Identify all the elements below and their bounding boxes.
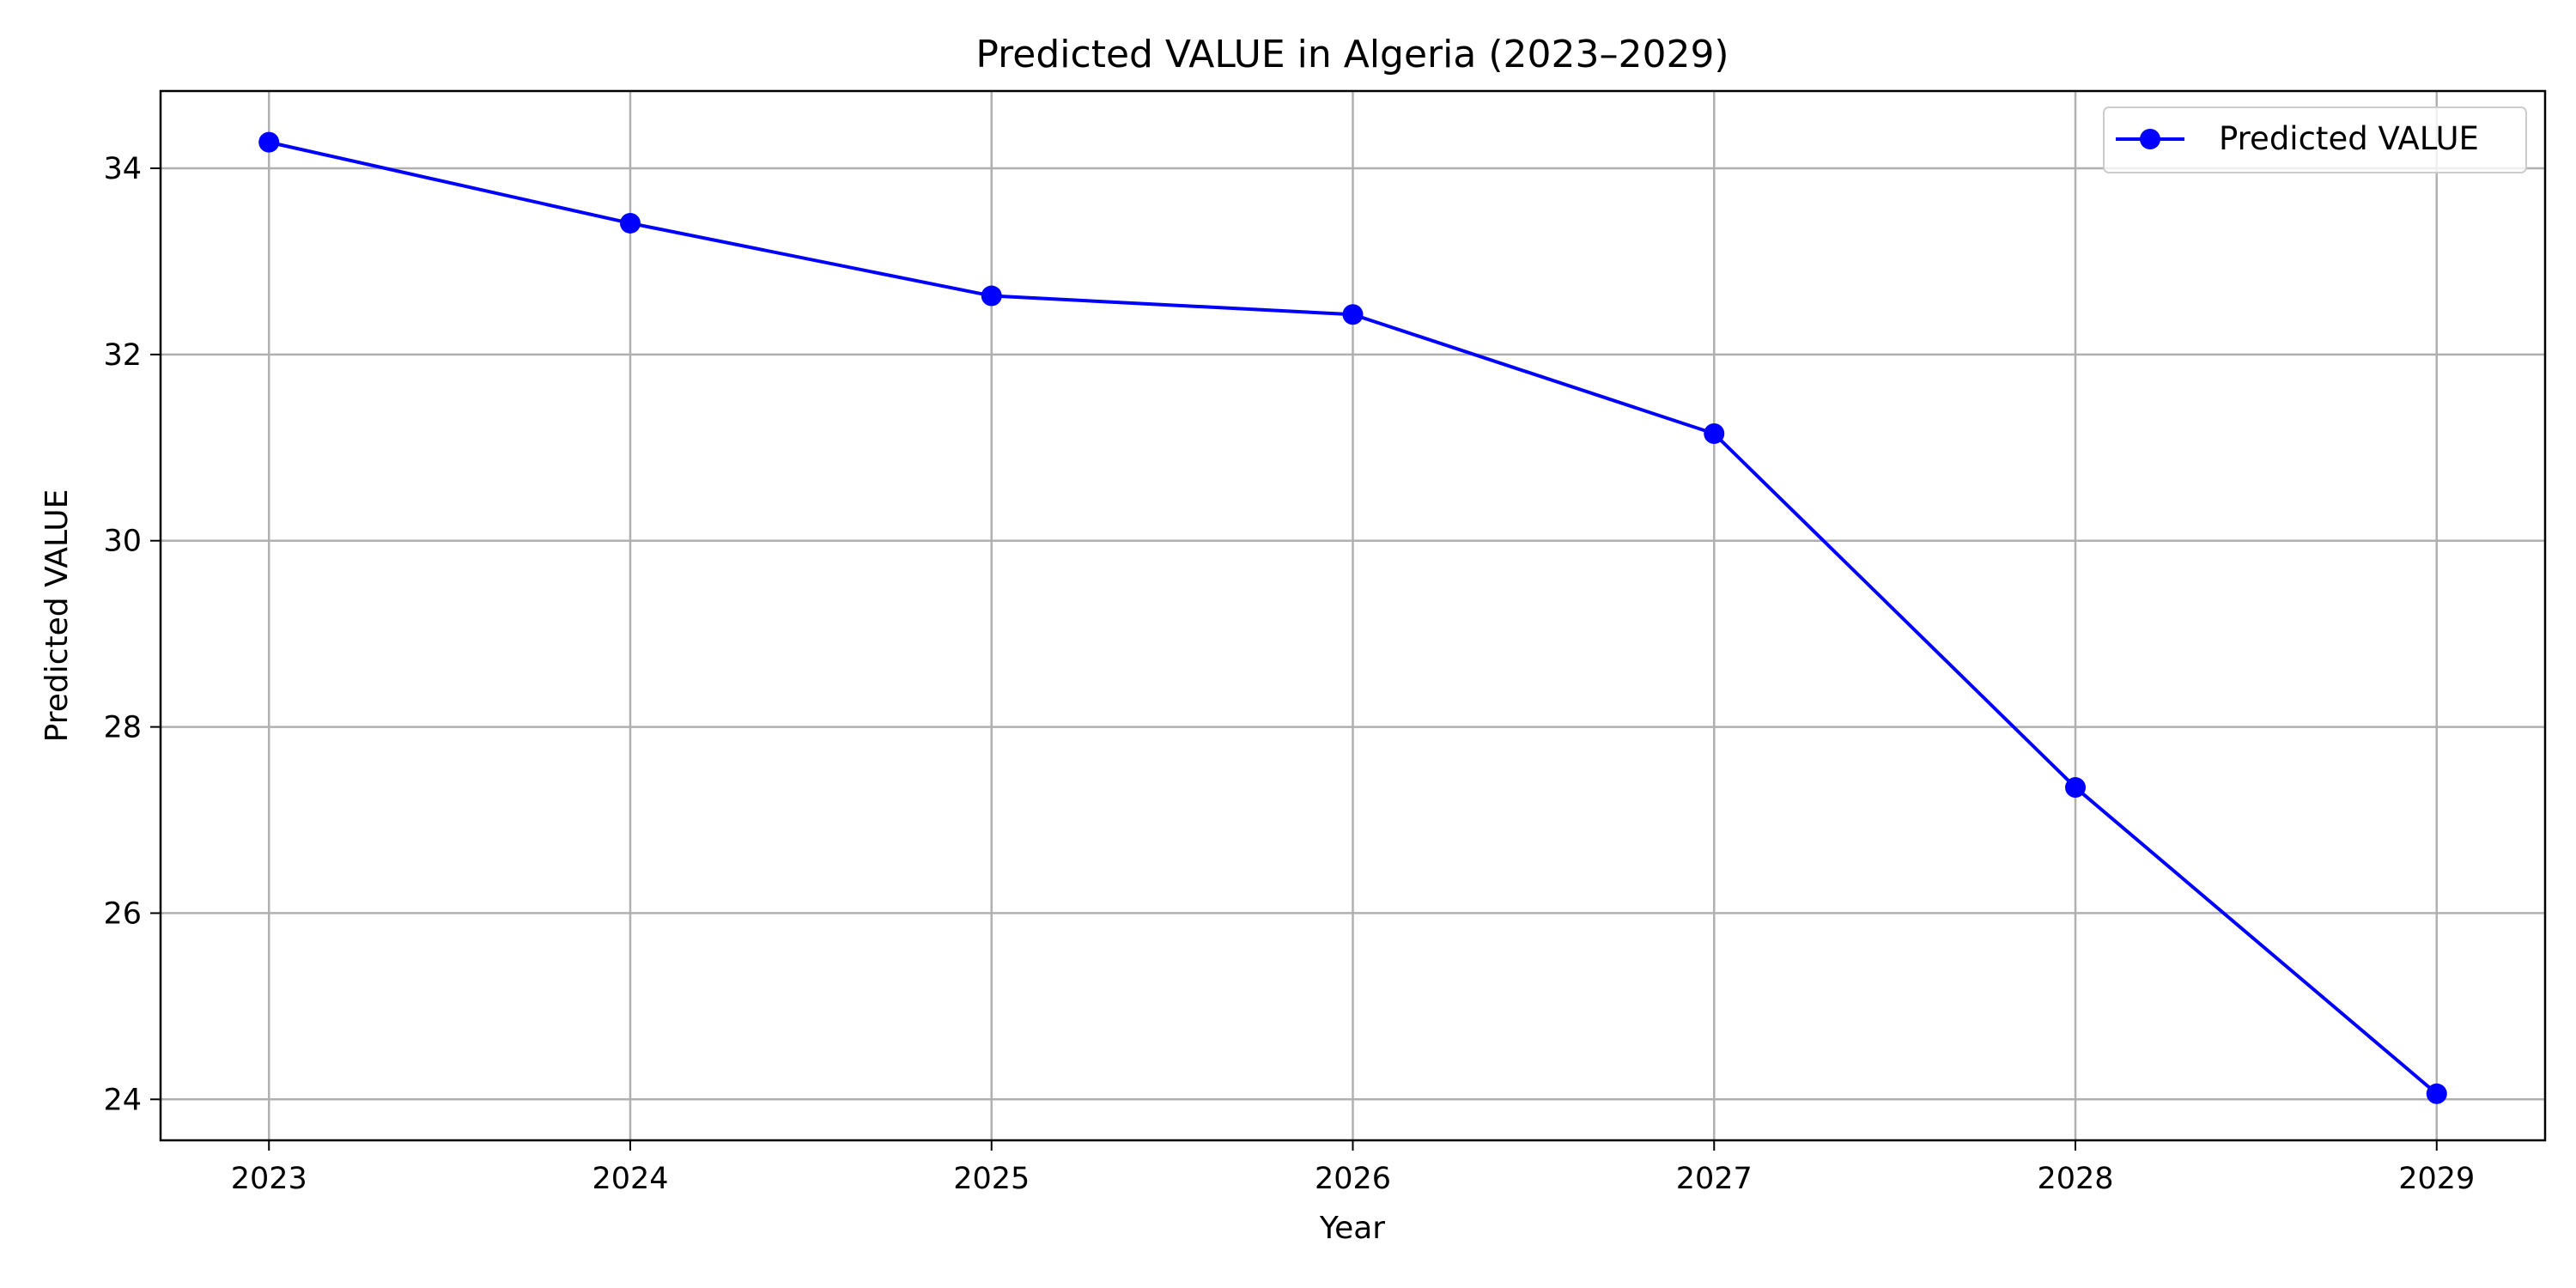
data-point [619, 212, 641, 234]
y-tick-label: 28 [103, 711, 142, 745]
x-tick-label: 2027 [1676, 1162, 1753, 1196]
legend-marker-swatch [2140, 129, 2160, 149]
y-tick-label: 30 [103, 525, 142, 559]
y-tick-label: 24 [103, 1083, 142, 1117]
data-point [1342, 304, 1364, 325]
data-point [981, 285, 1002, 307]
x-tick-label: 2023 [231, 1162, 307, 1196]
x-tick-label: 2029 [2398, 1162, 2475, 1196]
y-tick-label: 32 [103, 338, 142, 373]
chart-title: Predicted VALUE in Algeria (2023–2029) [975, 33, 1728, 76]
data-point [2065, 777, 2087, 799]
y-axis-label: Predicted VALUE [39, 489, 75, 743]
data-point [1704, 423, 1725, 445]
x-axis-label: Year [1319, 1211, 1385, 1246]
y-tick-label: 34 [103, 152, 142, 186]
grid-layer [161, 91, 2545, 1140]
data-point [2426, 1083, 2447, 1104]
tick-layer: 2023 2024 2025 2026 2027 2028 2029 24 26 28 30 32 34 [103, 152, 2475, 1196]
legend: Predicted VALUE [2103, 106, 2527, 173]
legend-entry-label: Predicted VALUE [2219, 120, 2479, 157]
series-layer [258, 131, 2447, 1104]
legend-box [2103, 106, 2527, 173]
x-tick-label: 2028 [2037, 1162, 2113, 1196]
x-tick-label: 2025 [953, 1162, 1030, 1196]
data-point [258, 131, 280, 153]
x-tick-label: 2026 [1315, 1162, 1391, 1196]
y-tick-label: 26 [103, 896, 142, 931]
x-tick-label: 2024 [592, 1162, 668, 1196]
